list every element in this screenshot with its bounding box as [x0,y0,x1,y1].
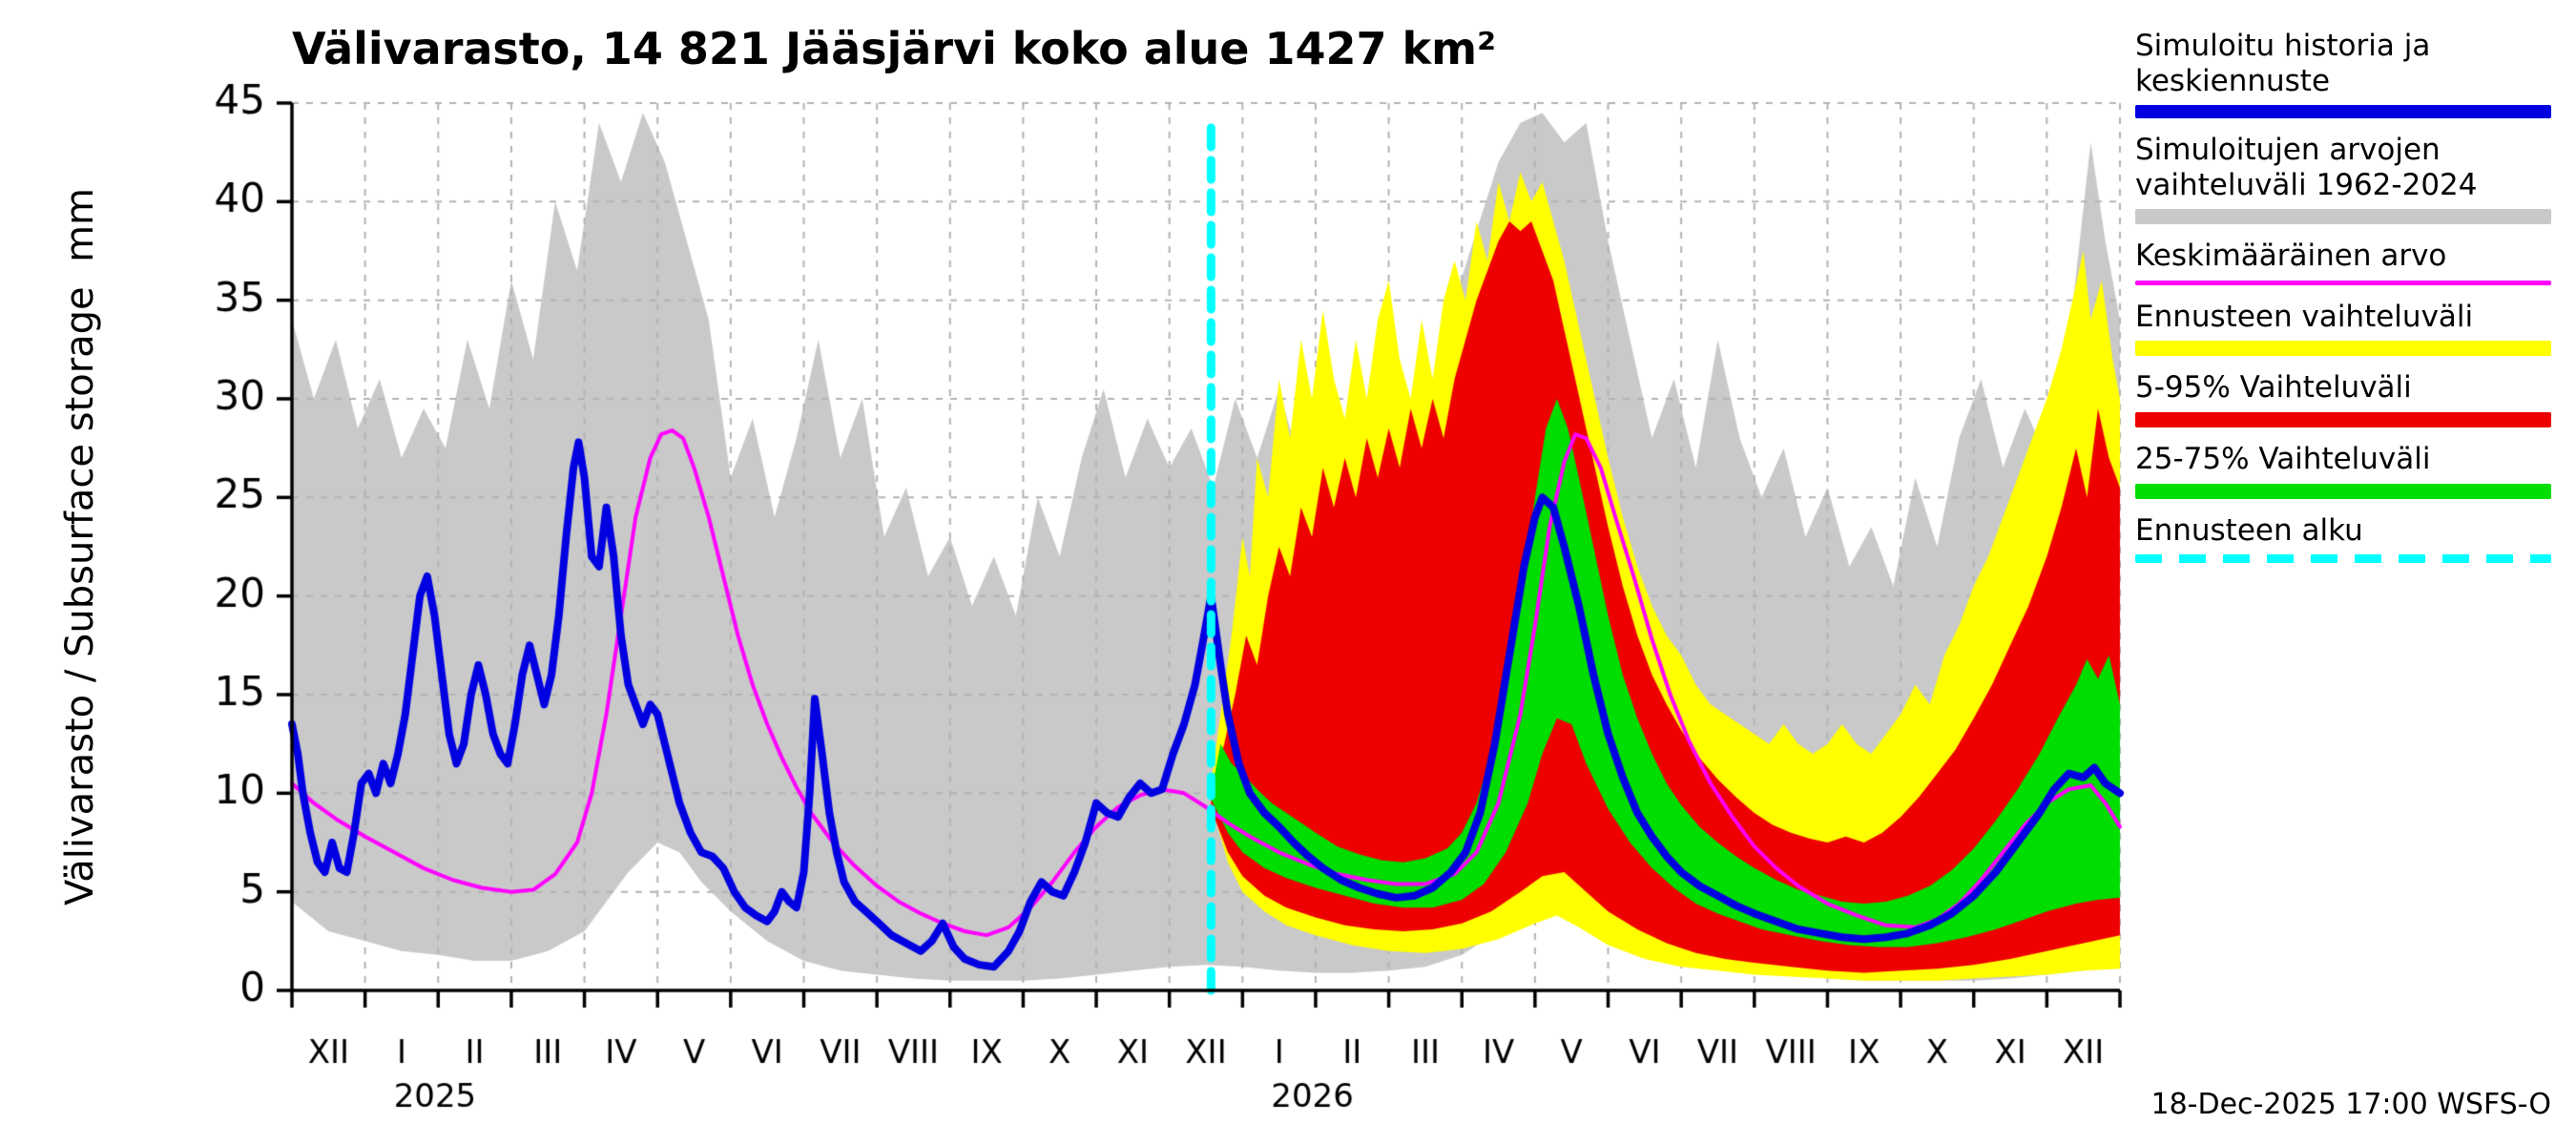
legend-entry-5-95-range: 5-95% Vaihteluväli [2135,370,2551,428]
legend-entry-forecast-range: Ennusteen vaihteluväli [2135,300,2551,357]
legend-swatch-gray-band [2135,209,2551,225]
legend-entry-forecast-start: Ennusteen alku [2135,513,2551,564]
chart-legend: Simuloitu historia ja keskiennuste Simul… [2135,29,2551,564]
legend-swatch-blue-line [2135,105,2551,119]
legend-entry-simulated-history: Simuloitu historia ja keskiennuste [2135,29,2551,119]
legend-label: Simuloitu historia ja keskiennuste [2135,29,2431,98]
timestamp: 18-Dec-2025 17:00 WSFS-O [2150,1088,2551,1121]
legend-swatch-green-band [2135,483,2551,499]
chart-title: Välivarasto, 14 821 Jääsjärvi koko alue … [292,23,1497,74]
legend-label: Simuloitujen arvojen vaihteluväli 1962-2… [2135,133,2478,202]
legend-label: Ennusteen vaihteluväli [2135,299,2474,334]
legend-entry-history-range: Simuloitujen arvojen vaihteluväli 1962-2… [2135,133,2551,225]
legend-swatch-magenta-line [2135,280,2551,285]
legend-label: 5-95% Vaihteluväli [2135,370,2412,406]
legend-label: Ennusteen alku [2135,512,2363,548]
y-axis-label: Välivarasto / Subsurface storage mm [58,187,102,906]
legend-swatch-red-band [2135,412,2551,428]
legend-label: Keskimääräinen arvo [2135,239,2447,274]
legend-label: 25-75% Vaihteluväli [2135,442,2431,477]
legend-swatch-yellow-band [2135,341,2551,357]
legend-entry-25-75-range: 25-75% Vaihteluväli [2135,442,2551,499]
legend-swatch-cyan-dashed-line [2135,554,2551,564]
legend-entry-mean-value: Keskimääräinen arvo [2135,239,2551,285]
